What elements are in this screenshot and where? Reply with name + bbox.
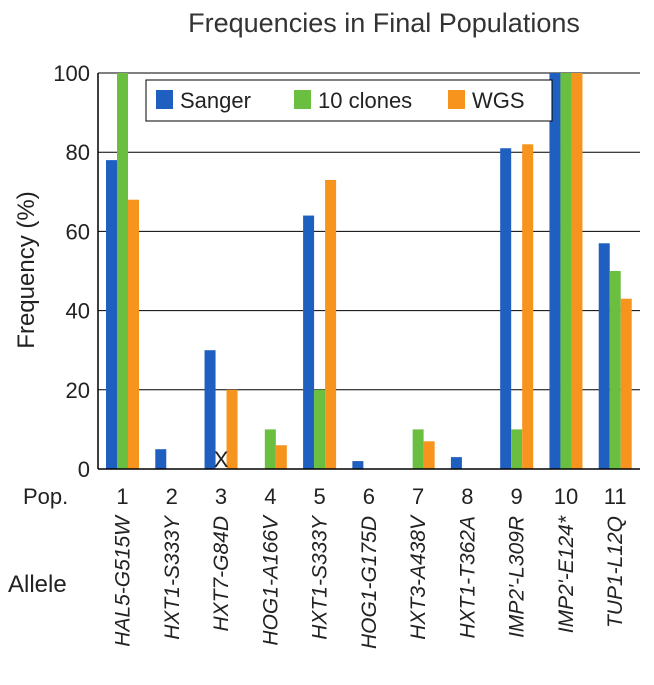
pop-tick-label: 8 <box>461 484 473 509</box>
legend-label: 10 clones <box>318 88 412 113</box>
bar-10-clones-pop-11 <box>609 271 621 469</box>
pop-tick-label: 3 <box>215 484 227 509</box>
bar-sanger-pop-9 <box>500 148 512 470</box>
annotation-mark: X <box>214 447 229 472</box>
y-tick-label: 40 <box>66 299 90 324</box>
bar-wgs-pop-1 <box>128 199 139 469</box>
pop-tick-label: 7 <box>412 484 424 509</box>
legend-label: Sanger <box>180 88 251 113</box>
pop-tick-label: 5 <box>313 484 325 509</box>
allele-tick-label: HXT3-A438V <box>407 514 430 640</box>
y-tick-label: 0 <box>78 457 90 482</box>
y-axis-label: Frequency (%) <box>13 191 40 348</box>
allele-tick-label: IMP2'-E124* <box>555 515 578 633</box>
allele-tick-label: HOG1-G175D <box>358 516 381 649</box>
allele-tick-label: HOG1-A166V <box>259 514 282 646</box>
bar-10-clones-pop-5 <box>314 389 326 469</box>
bar-sanger-pop-10 <box>549 73 561 469</box>
bar-10-clones-pop-9 <box>511 429 523 469</box>
pop-tick-label: 9 <box>511 484 523 509</box>
y-tick-label: 80 <box>66 140 90 165</box>
allele-tick-label: HXT1-S333Y <box>161 514 184 640</box>
bar-sanger-pop-11 <box>598 243 610 469</box>
allele-tick-label: HAL5-G515W <box>112 514 135 647</box>
bar-10-clones-pop-7 <box>412 429 424 469</box>
bar-wgs-pop-3 <box>226 389 238 469</box>
bar-sanger-pop-8 <box>450 457 462 469</box>
bar-wgs-pop-10 <box>571 73 583 469</box>
allele-tick-label: TUP1-L12Q <box>604 516 627 628</box>
allele-tick-label: HXT7-G84D <box>210 516 233 632</box>
pop-tick-label: 1 <box>116 484 128 509</box>
bar-sanger-pop-6 <box>352 461 364 469</box>
chart-title: Frequencies in Final Populations <box>188 8 580 38</box>
bar-wgs-pop-9 <box>522 144 534 469</box>
bar-10-clones-pop-10 <box>560 73 572 469</box>
bar-wgs-pop-11 <box>620 298 632 469</box>
legend-swatch-10-clones <box>294 90 311 109</box>
pop-tick-label: 11 <box>604 484 627 509</box>
legend-swatch-sanger <box>156 90 173 109</box>
y-tick-label: 20 <box>66 378 90 403</box>
bar-wgs-pop-7 <box>423 441 435 469</box>
legend-box <box>145 79 553 122</box>
pop-tick-label: 4 <box>264 484 276 509</box>
allele-tick-label: HXT1-T362A <box>456 516 479 639</box>
bar-wgs-pop-4 <box>275 445 287 469</box>
allele-tick-label: HXT1-S333Y <box>309 514 332 640</box>
pop-tick-label: 2 <box>166 484 178 509</box>
bar-10-clones-pop-1 <box>117 73 128 469</box>
bar-sanger-pop-2 <box>155 449 167 469</box>
bar-sanger-pop-5 <box>303 215 315 469</box>
pop-tick-label: 10 <box>554 484 578 509</box>
legend: Sanger 10 clones WGS <box>145 79 553 122</box>
legend-label: WGS <box>472 88 525 113</box>
allele-tick-label: IMP2'-L309R <box>506 516 529 638</box>
y-tick-label: 60 <box>66 219 90 244</box>
y-tick-label: 100 <box>53 61 90 86</box>
pop-row-label: Pop. <box>23 484 68 509</box>
pop-tick-label: 6 <box>363 484 375 509</box>
bar-sanger-pop-1 <box>106 160 117 469</box>
allele-row-label: Allele <box>8 571 67 598</box>
bar-wgs-pop-5 <box>325 179 337 470</box>
bar-sanger-pop-3 <box>204 350 216 469</box>
bar-10-clones-pop-4 <box>264 429 276 469</box>
legend-swatch-wgs <box>448 90 465 109</box>
